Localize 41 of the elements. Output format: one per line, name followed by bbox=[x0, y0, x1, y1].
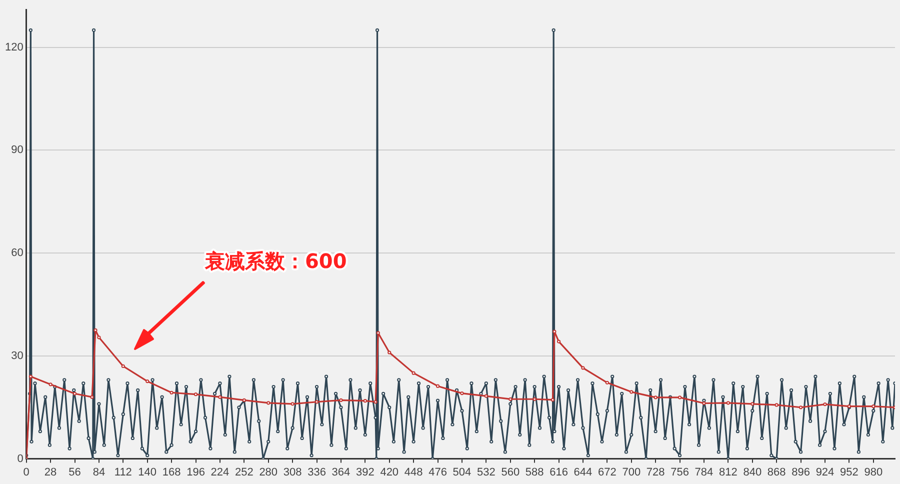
x-tick-label: 392 bbox=[356, 466, 374, 478]
annotation: 衰减系数：600 bbox=[204, 249, 347, 273]
x-tick-label: 924 bbox=[816, 466, 834, 478]
x-tick-label: 588 bbox=[525, 466, 544, 478]
x-tick-label: 728 bbox=[646, 466, 665, 478]
x-tick-label: 980 bbox=[864, 466, 883, 478]
x-tick-label: 476 bbox=[428, 466, 447, 478]
x-tick-label: 420 bbox=[380, 466, 399, 478]
x-tick-label: 28 bbox=[44, 466, 57, 478]
x-tick-label: 224 bbox=[210, 466, 230, 478]
x-tick-label: 252 bbox=[234, 466, 254, 478]
x-tick-label: 364 bbox=[332, 466, 350, 478]
x-tick-label: 140 bbox=[138, 466, 157, 478]
x-tick-label: 448 bbox=[404, 466, 423, 478]
x-tick-label: 168 bbox=[162, 466, 181, 478]
x-tick-label: 644 bbox=[574, 466, 592, 478]
x-tick-label: 56 bbox=[68, 466, 81, 478]
x-tick-label: 112 bbox=[114, 466, 132, 478]
x-tick-label: 756 bbox=[670, 466, 689, 478]
x-tick-label: 196 bbox=[186, 466, 205, 478]
x-tick-label: 896 bbox=[792, 466, 810, 478]
x-tick-label: 840 bbox=[743, 466, 762, 478]
x-tick-label: 560 bbox=[501, 466, 520, 478]
y-tick-label: 90 bbox=[11, 144, 24, 156]
y-tick-label: 30 bbox=[11, 350, 24, 362]
x-tick-label: 868 bbox=[767, 466, 786, 478]
y-tick-label: 60 bbox=[11, 247, 24, 260]
y-tick-label: 0 bbox=[17, 452, 24, 465]
x-tick-label: 784 bbox=[694, 466, 714, 478]
x-tick-label: 672 bbox=[598, 466, 616, 478]
x-tick-label: 616 bbox=[550, 466, 568, 478]
x-tick-label: 308 bbox=[283, 466, 302, 478]
x-tick-label: 504 bbox=[452, 466, 472, 478]
x-tick-label: 812 bbox=[719, 466, 738, 478]
x-tick-label: 952 bbox=[840, 466, 858, 478]
x-tick-label: 336 bbox=[308, 466, 326, 478]
x-tick-label: 280 bbox=[259, 466, 278, 478]
x-tick-label: 84 bbox=[92, 466, 106, 478]
y-tick-label: 120 bbox=[4, 41, 24, 54]
x-tick-label: 532 bbox=[476, 466, 496, 478]
x-tick-label: 700 bbox=[622, 466, 641, 478]
